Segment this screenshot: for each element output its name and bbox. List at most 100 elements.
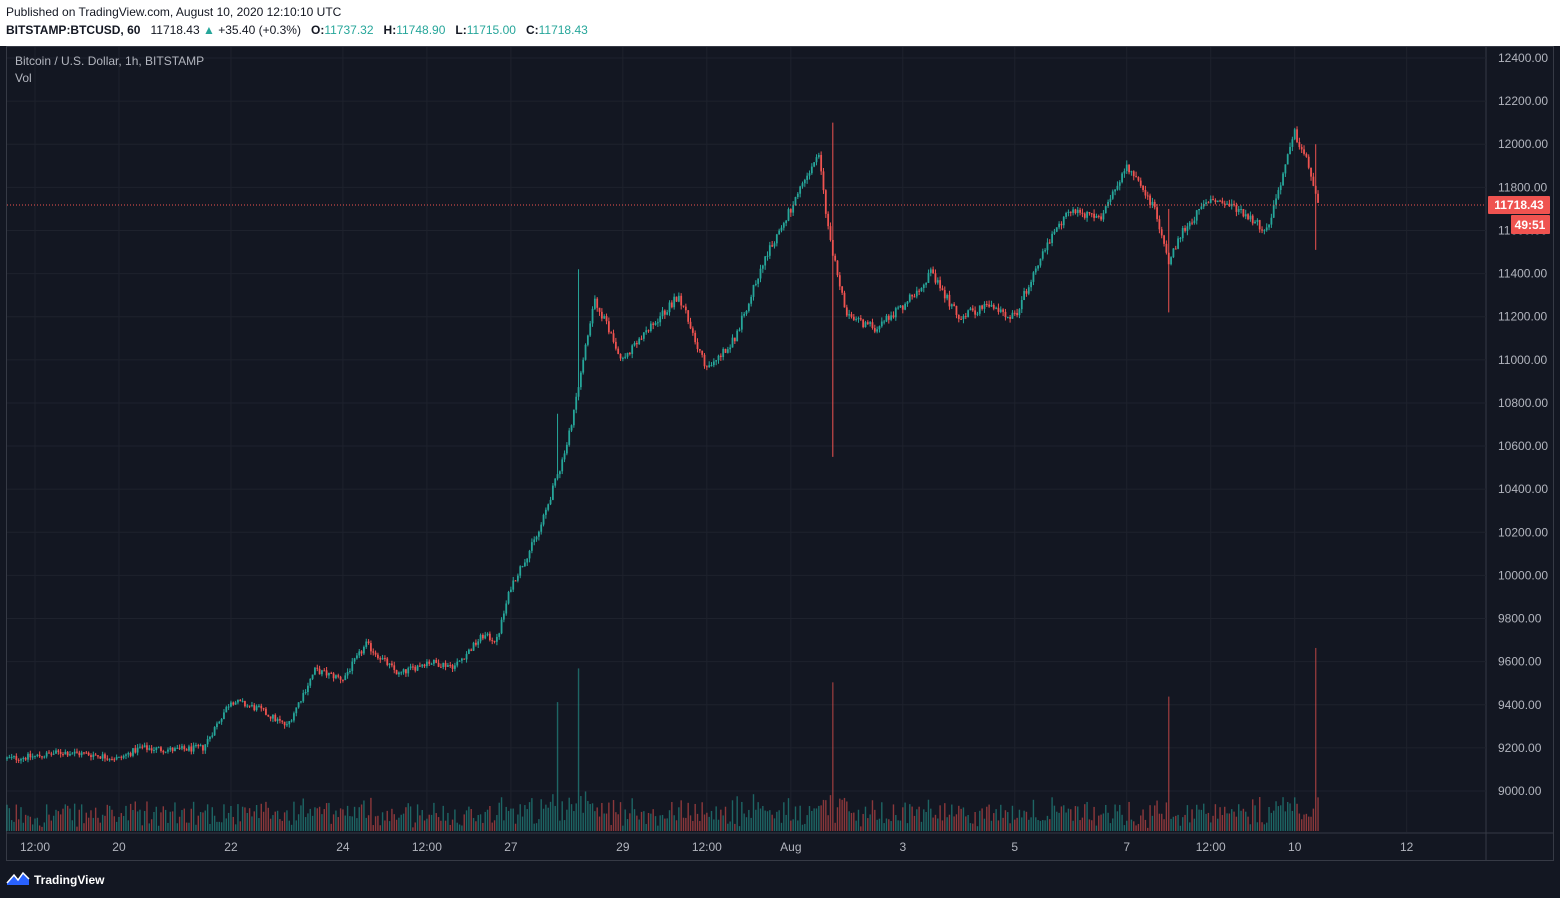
candle-body [393, 665, 396, 670]
volume-bar [442, 805, 444, 831]
volume-bar [1093, 806, 1095, 831]
volume-bar [143, 811, 146, 831]
candle-body [1023, 291, 1026, 300]
volume-bar [566, 809, 568, 831]
candle-body [710, 365, 713, 367]
volume-bar [356, 818, 358, 831]
candle-body [801, 183, 804, 187]
volume-bar [337, 817, 339, 831]
candle-body [493, 640, 496, 642]
volume-bar [379, 825, 381, 831]
volume-bar [524, 805, 526, 831]
volume-bar [813, 808, 815, 831]
price-tick-label: 10000.00 [1498, 568, 1548, 582]
candle-body [78, 752, 81, 756]
volume-bar [717, 819, 720, 831]
volume-bar [1282, 797, 1284, 831]
time-tick-label: 10 [1288, 840, 1302, 854]
volume-bar [475, 821, 477, 831]
volume-bar [972, 823, 974, 831]
candle-body [617, 348, 620, 354]
candle-body [1111, 191, 1114, 199]
candle-body [948, 294, 951, 307]
volume-bar [619, 802, 622, 831]
volume-bar [699, 820, 701, 831]
volume-bar [468, 806, 470, 831]
volume-bar [216, 821, 218, 831]
chart-frame[interactable] [6, 46, 1554, 861]
candle-body [850, 314, 853, 317]
volume-bar [1235, 816, 1238, 831]
volume-bar [1287, 801, 1289, 831]
brand-text[interactable]: TradingView [34, 873, 105, 887]
volume-bar [29, 816, 32, 831]
candle-body [330, 672, 333, 674]
volume-bar [594, 811, 596, 831]
volume-bar [846, 801, 848, 831]
candle-body [176, 747, 179, 749]
candle-body [402, 669, 405, 673]
volume-bar [101, 814, 104, 831]
candle-body [157, 747, 160, 749]
volume-bar [843, 797, 846, 831]
candle-body [262, 708, 265, 710]
candle-body [1261, 229, 1263, 231]
candle-body [365, 641, 368, 647]
candle-body [118, 756, 120, 758]
candle-body [1062, 216, 1065, 226]
volume-bar [512, 808, 514, 831]
candle-body [1298, 142, 1301, 148]
candle-body [724, 348, 727, 353]
candle-body [901, 305, 904, 310]
volume-bar [839, 798, 841, 831]
candle-body [381, 658, 384, 660]
volume-bar [615, 812, 617, 831]
volume-bar [540, 799, 542, 831]
volume-bar [251, 816, 253, 831]
candle-body [1193, 220, 1196, 224]
candle-body [356, 655, 358, 659]
volume-bar [1046, 815, 1049, 831]
volume-bar [533, 823, 535, 831]
time-tick-label: 12:00 [412, 840, 442, 854]
time-tick-label: 12:00 [20, 840, 50, 854]
tradingview-logo-icon[interactable] [6, 870, 30, 888]
volume-bar [129, 803, 132, 831]
volume-bar [1060, 806, 1063, 831]
volume-bar [1191, 809, 1193, 831]
candle-body [290, 720, 293, 722]
volume-bar [386, 810, 388, 831]
volume-bar [174, 802, 176, 831]
candle-body [1079, 209, 1081, 213]
candle-body [1093, 213, 1095, 218]
price-tick-label: 12200.00 [1498, 94, 1548, 108]
volume-bar [1007, 812, 1009, 831]
candle-body [899, 305, 902, 308]
volume-bar [1196, 804, 1198, 831]
volume-bar [1100, 814, 1102, 831]
candle-body [440, 666, 442, 668]
volume-bar [38, 825, 41, 831]
candle-body [428, 661, 431, 664]
volume-bar [836, 807, 839, 831]
candle-body [999, 309, 1002, 312]
candle-body [841, 286, 844, 293]
candle-body [838, 275, 841, 287]
volume-bar [531, 798, 533, 831]
candle-body [169, 747, 172, 750]
price-change: +35.40 (+0.3%) [218, 23, 301, 37]
volume-bar [24, 814, 27, 831]
volume-bar [883, 823, 885, 831]
candle-body [565, 444, 568, 454]
volume-bar [1044, 820, 1046, 831]
candle-body [521, 566, 524, 568]
volume-bar [993, 813, 995, 831]
volume-bar [335, 810, 337, 831]
candle-body [139, 746, 141, 748]
volume-bar [1126, 820, 1128, 831]
candle-body [885, 315, 888, 322]
candle-body [1263, 230, 1266, 232]
volume-bar [549, 801, 552, 831]
candle-body [251, 705, 253, 707]
